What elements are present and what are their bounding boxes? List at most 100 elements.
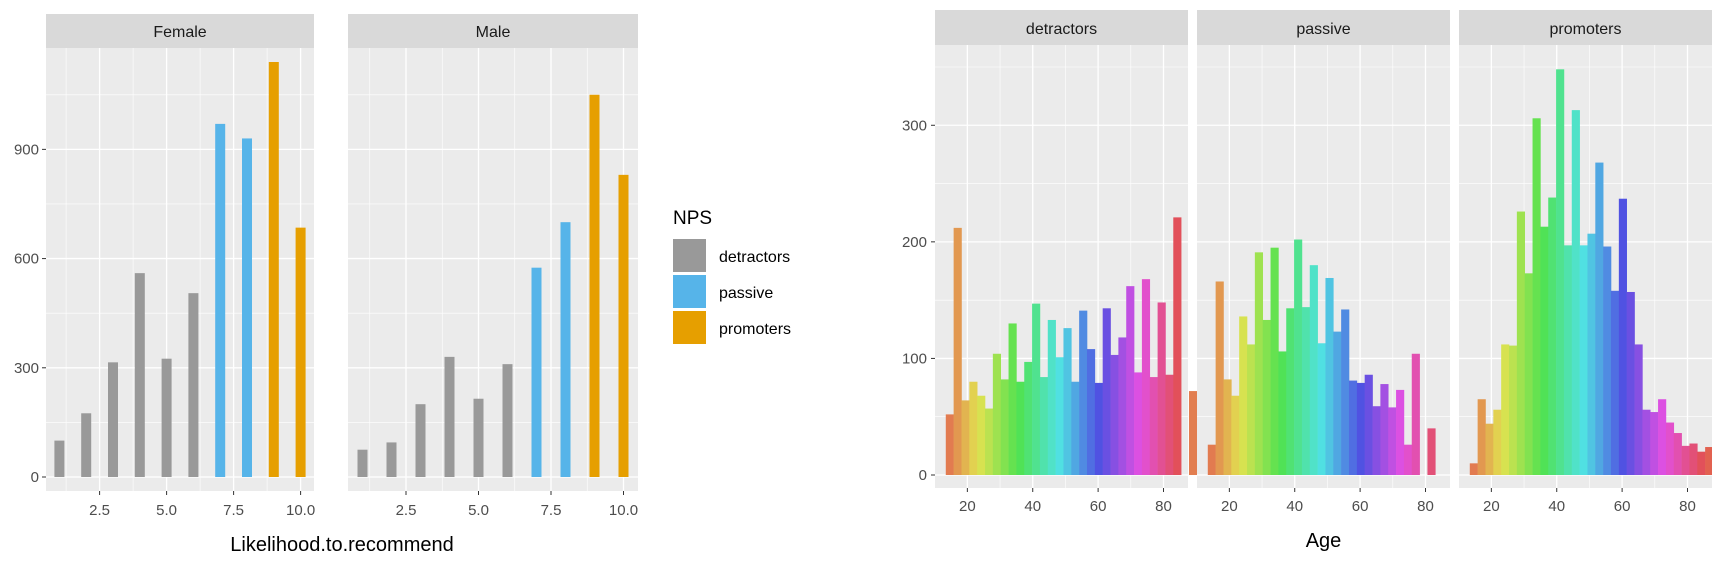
histogram-bar	[1157, 302, 1166, 475]
histogram-bar	[1509, 345, 1518, 475]
bar-detractors	[134, 273, 145, 477]
histogram-bar	[1032, 303, 1041, 475]
histogram-bar	[1697, 451, 1706, 475]
facet-strip	[348, 14, 638, 48]
histogram-bar	[1247, 344, 1256, 475]
x-tick-label: 7.5	[541, 502, 562, 519]
bar-passive	[242, 138, 252, 477]
histogram-bar	[1634, 344, 1643, 475]
x-tick-label: 80	[1417, 498, 1434, 515]
histogram-bar	[1532, 118, 1541, 475]
histogram-bar	[1165, 374, 1174, 475]
histogram-bar	[1469, 463, 1478, 475]
bar-detractors	[473, 398, 484, 477]
x-tick-label: 5.0	[156, 502, 177, 519]
bar-promoters	[295, 227, 306, 477]
y-tick-label: 900	[14, 141, 39, 158]
histogram-bar	[1356, 382, 1365, 475]
histogram-bar	[1540, 226, 1549, 475]
facet-male: Male 2.5 5.0 7.5 10.0	[348, 14, 638, 519]
histogram-bar	[1254, 252, 1264, 475]
histogram-bar	[1134, 372, 1143, 475]
histogram-bar	[1650, 412, 1659, 475]
nps-legend: NPS detractors passive promoters	[673, 208, 791, 344]
x-tick-label: 60	[1614, 498, 1631, 515]
bar-passive	[531, 267, 542, 477]
histogram-bar	[1317, 343, 1326, 475]
histogram-bar	[1173, 217, 1182, 475]
x-tick-label: 20	[959, 498, 976, 515]
bar-promoters	[268, 62, 279, 477]
histogram-bar	[1380, 384, 1389, 475]
histogram-bar	[1086, 349, 1096, 475]
histogram-bar	[977, 395, 986, 475]
histogram-bar	[1493, 409, 1502, 475]
histogram-bar	[1231, 395, 1240, 475]
x-tick-label: 20	[1221, 498, 1238, 515]
facet-strip	[1197, 10, 1450, 45]
bar-detractors	[444, 356, 455, 477]
facet-strip	[46, 14, 314, 48]
histogram-bar	[1571, 110, 1580, 475]
nps-by-gender-chart: Female 2.5 5.0 7.5 10.0 Male 2.5 5.0 7.5 10.0 0 300…	[14, 14, 638, 556]
histogram-bar	[1348, 380, 1358, 475]
x-tick-label: 10.0	[286, 502, 315, 519]
legend-label: passive	[719, 285, 773, 302]
bar-detractors	[386, 442, 397, 477]
facet-passive: passive 20 40 60 80	[1197, 10, 1450, 515]
legend-swatch	[673, 239, 706, 272]
histogram-bar	[1126, 286, 1135, 475]
histogram-bar	[1301, 307, 1311, 475]
histogram-bar	[1079, 310, 1088, 475]
histogram-bar	[1000, 379, 1009, 475]
y-tick-label: 100	[902, 350, 927, 367]
histogram-bar	[1047, 319, 1056, 475]
facet-strip	[1459, 10, 1712, 45]
y-tick-label: 0	[31, 469, 39, 486]
histogram-bar	[1524, 273, 1533, 475]
histogram-bar	[1595, 162, 1604, 475]
histogram-bar	[1215, 281, 1224, 475]
histogram-bar	[1603, 246, 1612, 475]
facet-promoters: promoters 20 40 60 80	[1459, 10, 1712, 515]
x-tick-label: 2.5	[396, 502, 417, 519]
histogram-bar	[1188, 391, 1198, 475]
x-tick-label: 40	[1548, 498, 1565, 515]
histogram-bar	[1658, 399, 1667, 475]
histogram-bar	[1016, 381, 1025, 475]
histogram-bar	[1063, 328, 1072, 475]
y-tick-label: 300	[14, 360, 39, 377]
histogram-bar	[969, 381, 978, 475]
x-axis-title: Age	[1306, 530, 1342, 552]
histogram-bar	[1039, 377, 1049, 475]
histogram-bar	[1149, 377, 1158, 475]
y-tick-label: 200	[902, 234, 927, 251]
histogram-bar	[1239, 316, 1248, 475]
histogram-bar	[1286, 308, 1295, 475]
histogram-bar	[1626, 291, 1635, 475]
histogram-bar	[1278, 351, 1287, 475]
histogram-bar	[1501, 344, 1510, 475]
histogram-bar	[1270, 247, 1279, 475]
histogram-bar	[1610, 290, 1620, 475]
histogram-bar	[1579, 245, 1588, 475]
histogram-bar	[1110, 354, 1119, 475]
bar-detractors	[161, 358, 172, 477]
bar-passive	[560, 222, 571, 477]
bar-detractors	[81, 413, 92, 477]
bar-promoters	[589, 94, 600, 478]
facet-strip-label: Female	[153, 24, 206, 41]
y-tick-label: 0	[919, 467, 927, 484]
legend-item-detractors: detractors	[673, 239, 790, 272]
x-tick-label: 10.0	[609, 502, 638, 519]
histogram-bar	[1055, 357, 1064, 475]
x-tick-label: 80	[1155, 498, 1172, 515]
histogram-bar	[1681, 445, 1690, 475]
legend-item-promoters: promoters	[673, 311, 791, 344]
histogram-bar	[1118, 337, 1127, 475]
histogram-bar	[1223, 379, 1232, 475]
x-tick-label: 5.0	[468, 502, 489, 519]
x-tick-label: 20	[1483, 498, 1500, 515]
histogram-bar	[1548, 197, 1557, 475]
